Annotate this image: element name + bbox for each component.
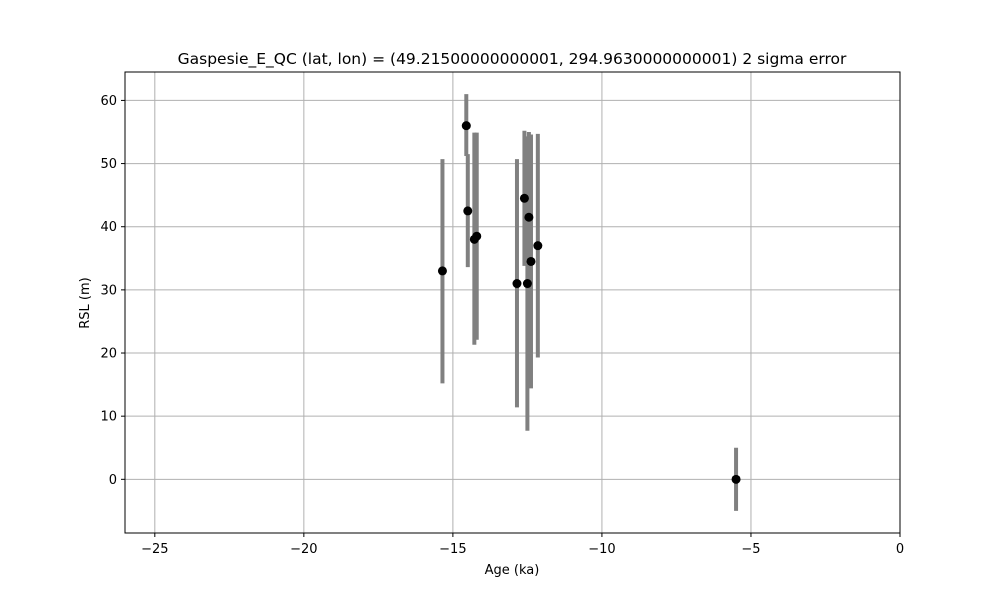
- data-point: [437, 266, 447, 276]
- y-axis-ticks: 0 10 20 30 40 50 60: [100, 94, 125, 488]
- data-point: [472, 231, 482, 241]
- data-point: [526, 256, 536, 266]
- y-tick-label: 30: [100, 283, 117, 298]
- x-tick-label: −5: [741, 542, 760, 557]
- x-tick-label: 0: [896, 542, 904, 557]
- y-tick-label: 20: [100, 347, 117, 362]
- y-tick-label: 50: [100, 157, 117, 172]
- x-tick-label: −20: [290, 542, 317, 557]
- data-point: [519, 193, 529, 203]
- x-tick-label: −15: [439, 542, 466, 557]
- y-tick-label: 40: [100, 220, 117, 235]
- chart-title: Gaspesie_E_QC (lat, lon) = (49.215000000…: [178, 50, 847, 69]
- data-point: [524, 212, 534, 222]
- x-axis-label: Age (ka): [485, 563, 540, 578]
- data-point: [533, 241, 543, 251]
- data-point: [512, 279, 522, 289]
- data-point: [522, 279, 532, 289]
- data-points: [437, 121, 741, 484]
- data-point: [463, 206, 473, 216]
- x-tick-label: −25: [141, 542, 168, 557]
- data-point: [461, 121, 471, 131]
- data-point: [731, 474, 741, 484]
- plot-frame: [124, 71, 901, 534]
- y-tick-label: 60: [100, 94, 117, 109]
- y-tick-label: 0: [109, 473, 117, 488]
- y-axis-label: RSL (m): [78, 277, 93, 328]
- y-tick-label: 10: [100, 410, 117, 425]
- x-tick-label: −10: [588, 542, 615, 557]
- x-axis-ticks: −25 −20 −15 −10 −5 0: [141, 533, 904, 557]
